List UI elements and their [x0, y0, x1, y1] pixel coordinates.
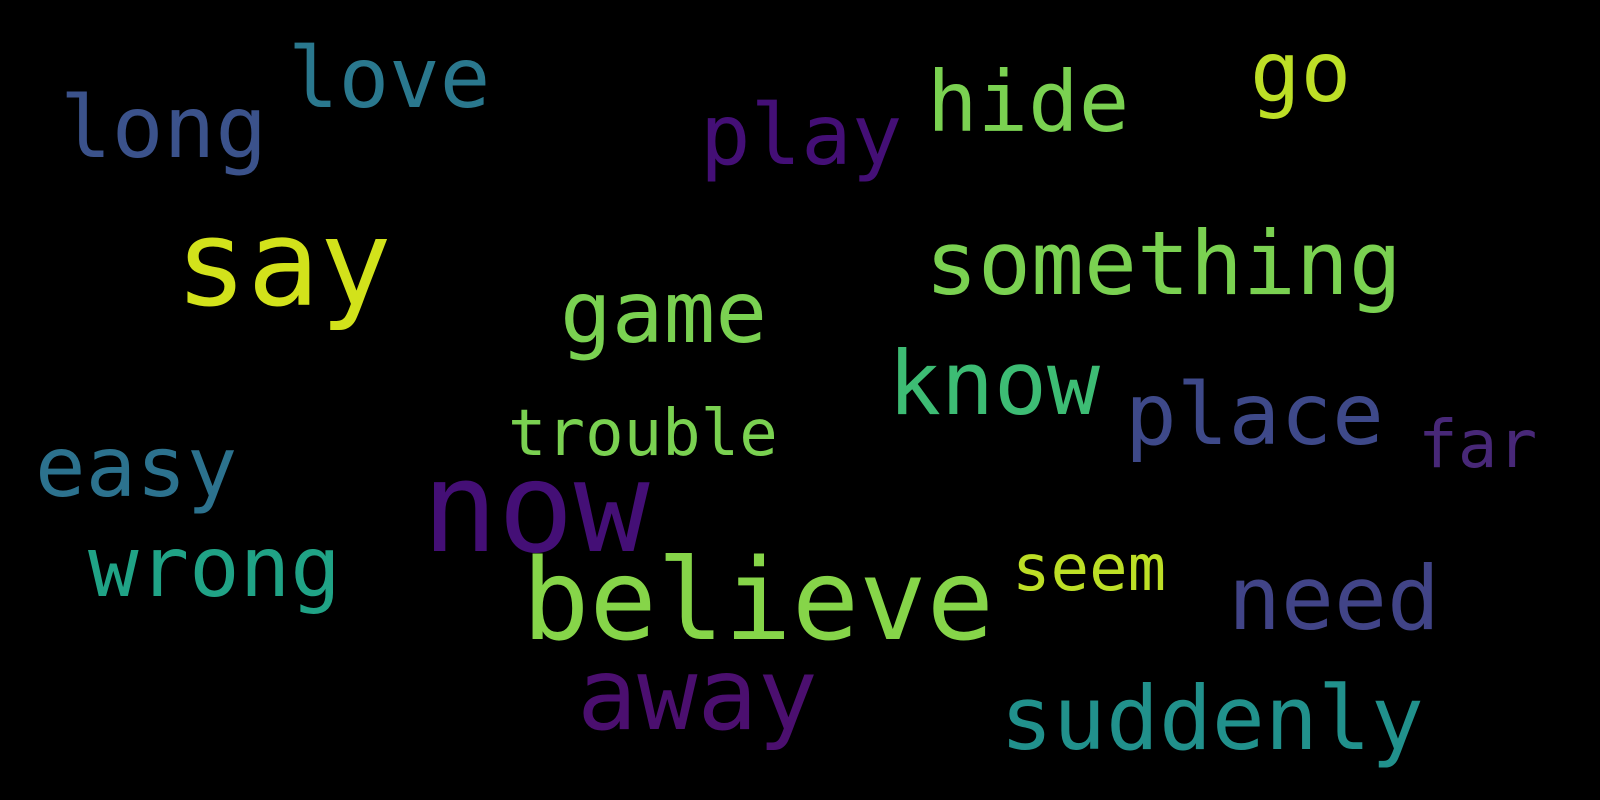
word-suddenly: suddenly [1000, 667, 1424, 770]
word-play: play [700, 86, 903, 184]
word-believe: believe [522, 536, 995, 666]
word-away: away [577, 636, 818, 753]
word-go: go [1250, 23, 1352, 121]
word-seem: seem [1012, 532, 1167, 606]
word-now: now [422, 434, 650, 581]
word-need: need [1228, 547, 1440, 650]
word-easy: easy [35, 418, 238, 516]
word-something: something [925, 212, 1402, 315]
word-game: game [560, 263, 768, 363]
word-trouble: trouble [508, 397, 778, 471]
word-wrong: wrong [88, 518, 341, 616]
word-hide: hide [927, 53, 1130, 151]
word-love: love [288, 29, 491, 127]
word-know: know [888, 332, 1100, 435]
word-long: long [60, 78, 268, 178]
word-place: place [1125, 365, 1384, 465]
word-far: far [1418, 406, 1538, 483]
word-say: say [175, 195, 392, 334]
